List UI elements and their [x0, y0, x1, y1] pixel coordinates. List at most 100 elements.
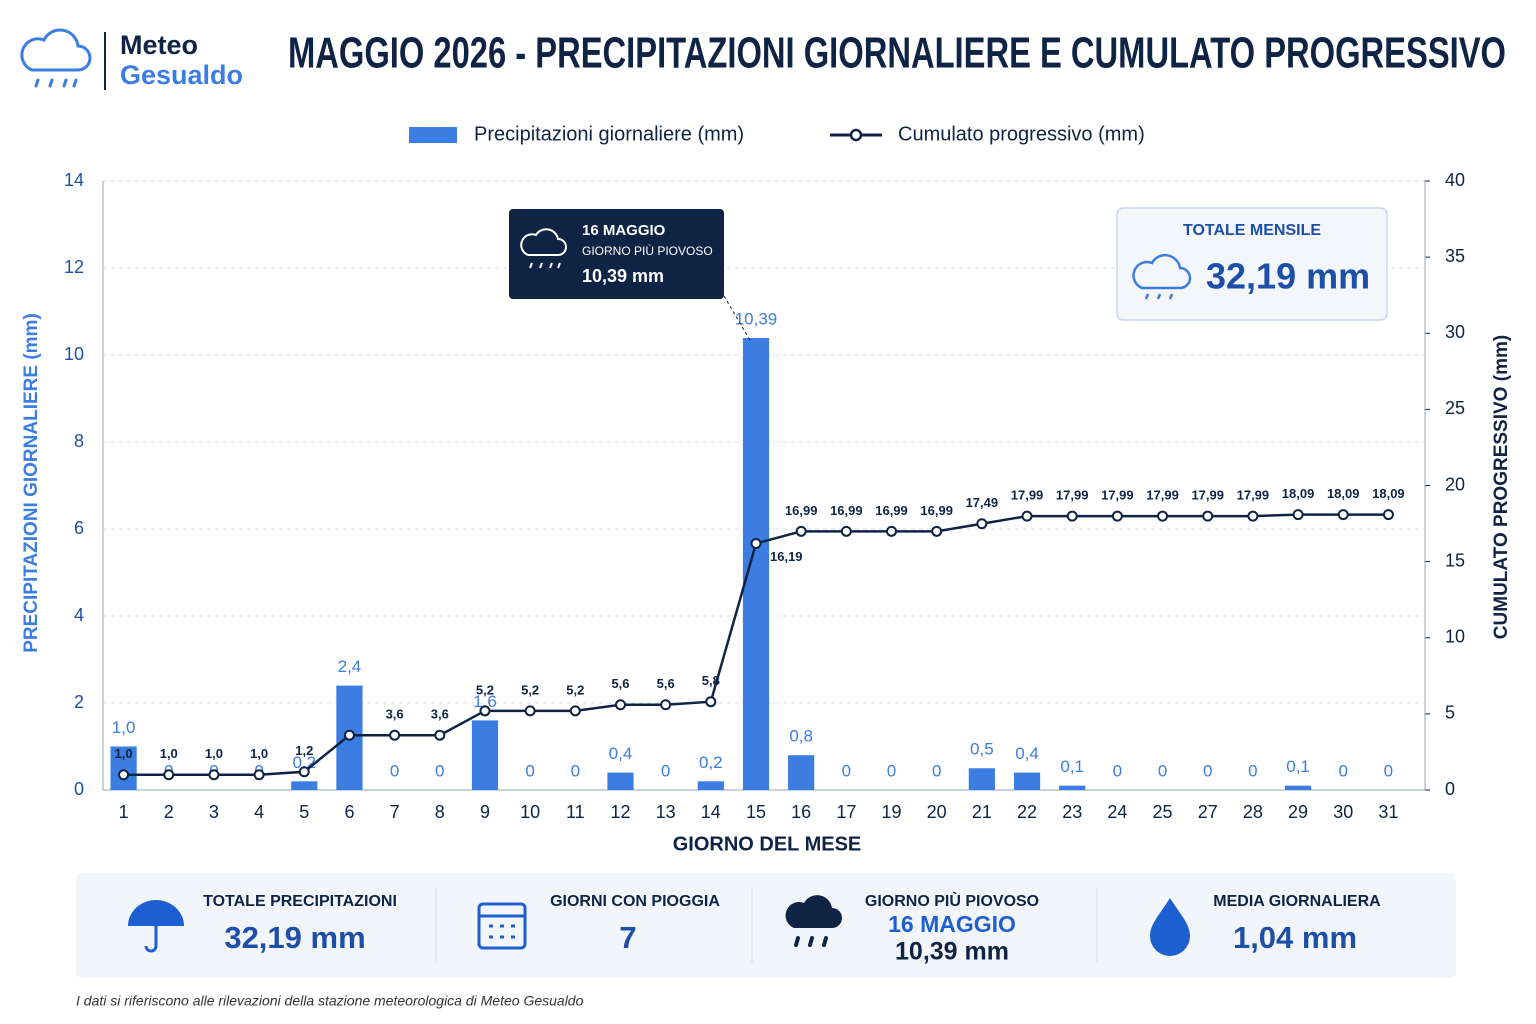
- legend-swatch: [849, 128, 863, 142]
- x-tick-label: 6: [344, 802, 354, 822]
- x-tick-label: 23: [1062, 802, 1082, 822]
- y2-tick-label: 10: [1445, 627, 1465, 647]
- bar-label: 0: [1113, 761, 1122, 780]
- line-point: [1157, 510, 1169, 522]
- y2-tick-label: 40: [1445, 170, 1465, 190]
- drop-icon: [1150, 898, 1190, 956]
- bar-label: 0,1: [1286, 757, 1310, 776]
- y2-axis-title: CUMULATO PROGRESSIVO (mm): [1491, 335, 1512, 639]
- x-tick-label: 12: [610, 802, 630, 822]
- bar-label: 0: [1248, 761, 1257, 780]
- line-label: 1,0: [115, 746, 133, 761]
- x-tick-label: 31: [1378, 802, 1398, 822]
- logo: [20, 28, 92, 88]
- y-tick-label: 0: [74, 779, 84, 799]
- line-label: 1,0: [160, 746, 178, 761]
- bar: [110, 746, 137, 790]
- line-label: 17,99: [1146, 488, 1179, 503]
- line-label: 17,99: [1237, 488, 1270, 503]
- stat-date: 16 MAGGIO: [888, 911, 1016, 937]
- stat-value: 32,19 mm: [224, 920, 365, 955]
- line-point: [795, 525, 807, 537]
- bar-label: 0: [661, 761, 670, 780]
- x-tick-label: 20: [927, 802, 947, 822]
- chart-title: MAGGIO 2026 - PRECIPITAZIONI GIORNALIERE…: [288, 29, 1506, 78]
- x-tick-label: 19: [882, 802, 902, 822]
- bar-label: 0: [525, 761, 534, 780]
- legend-label: Precipitazioni giornaliere (mm): [474, 123, 744, 145]
- x-tick-label: 11: [566, 802, 585, 822]
- x-tick-label: 25: [1153, 802, 1173, 822]
- x-tick-label: 16: [791, 802, 811, 822]
- umbrella-icon: [128, 900, 184, 953]
- x-tick-label: 2: [164, 802, 174, 822]
- x-tick-label: 27: [1198, 802, 1218, 822]
- legend-swatch: [409, 127, 457, 143]
- y-tick-label: 10: [64, 344, 84, 364]
- bar-label: 0,4: [1015, 744, 1039, 763]
- y2-tick-label: 30: [1445, 322, 1465, 342]
- line-label: 1,2: [295, 743, 313, 758]
- y2-tick-label: 20: [1445, 474, 1465, 494]
- bar-label: 0: [932, 761, 941, 780]
- stats-panel: [76, 873, 1456, 978]
- line-point: [524, 705, 536, 717]
- line-point: [479, 705, 491, 717]
- line-point: [343, 729, 355, 741]
- annotation-label: GIORNO PIÙ PIOVOSO: [582, 243, 713, 258]
- line-point: [976, 518, 988, 530]
- y2-tick-label: 0: [1445, 779, 1455, 799]
- y-tick-label: 4: [74, 605, 84, 625]
- brand: Meteo: [120, 30, 198, 60]
- line-point: [614, 699, 626, 711]
- bar-label: 0: [571, 761, 580, 780]
- bar-label: 0,8: [789, 727, 813, 746]
- line-point: [886, 525, 898, 537]
- y2-tick-label: 35: [1445, 246, 1465, 266]
- line-point: [840, 525, 852, 537]
- x-tick-label: 21: [972, 802, 992, 822]
- line-label: 17,49: [966, 495, 999, 510]
- annotation-icon: [520, 228, 567, 269]
- x-tick-label: 4: [254, 802, 264, 822]
- bar-label: 0: [1339, 761, 1348, 780]
- x-tick-label: 10: [520, 802, 540, 822]
- line-label: 16,99: [785, 503, 818, 518]
- annotation-value: 10,39 mm: [582, 266, 664, 286]
- bar: [742, 338, 770, 790]
- bar-label: 0: [390, 761, 399, 780]
- line-point: [163, 769, 175, 781]
- x-tick-label: 1: [119, 802, 129, 822]
- bar-label: 0,4: [609, 744, 633, 763]
- bar-label: 0: [435, 761, 444, 780]
- x-tick-label: 9: [480, 802, 490, 822]
- y-axis-title: PRECIPITAZIONI GIORNALIERE (mm): [21, 313, 42, 653]
- bar-label: 2,4: [338, 657, 362, 676]
- line-label: 5,2: [476, 682, 494, 697]
- summary-icon: [1132, 253, 1192, 300]
- x-tick-label: 7: [390, 802, 400, 822]
- line-point: [660, 699, 672, 711]
- x-tick-label: 29: [1288, 802, 1308, 822]
- stat-value: 10,39 mm: [895, 938, 1009, 966]
- annotation-box: [509, 209, 724, 299]
- bar: [1059, 785, 1086, 790]
- bar-label: 1,6: [473, 692, 497, 711]
- bar: [1284, 785, 1312, 790]
- line-label: 5,8: [702, 673, 720, 688]
- line-point: [1066, 510, 1078, 522]
- line-point: [434, 729, 446, 741]
- bar: [968, 768, 995, 790]
- bar-label: 0: [1158, 761, 1167, 780]
- y-tick-label: 8: [74, 431, 84, 451]
- y2-tick-label: 25: [1445, 398, 1465, 418]
- bar-label: 0: [1384, 761, 1393, 780]
- summary-box: [1116, 207, 1388, 321]
- x-tick-label: 15: [746, 802, 766, 822]
- y2-tick-label: 15: [1445, 550, 1465, 570]
- x-tick-label: 5: [299, 802, 309, 822]
- stat-label: TOTALE PRECIPITAZIONI: [203, 893, 397, 910]
- bar: [1013, 772, 1041, 790]
